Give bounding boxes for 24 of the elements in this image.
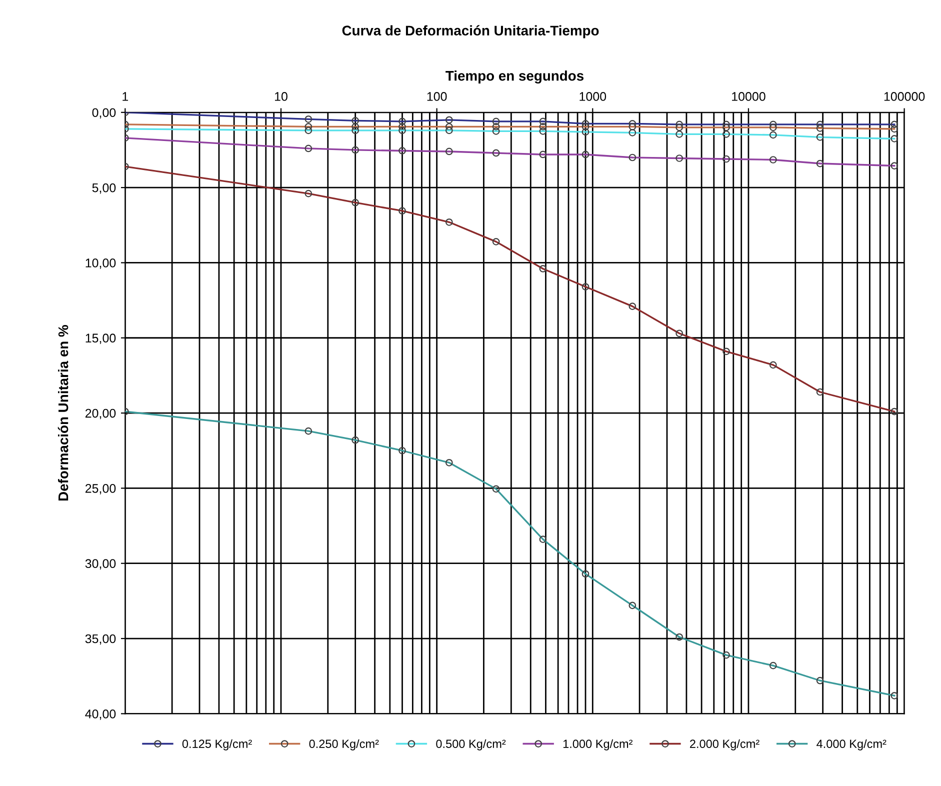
x-tick-label: 100 xyxy=(427,92,447,101)
legend-label: 0.500 Kg/cm² xyxy=(436,739,506,750)
legend-label: 0.125 Kg/cm² xyxy=(182,739,252,750)
chart-title: Curva de Deformación Unitaria-Tiempo xyxy=(342,25,599,38)
y-tick-label: 25,00 xyxy=(85,484,116,494)
y-tick-label: 40,00 xyxy=(85,709,116,720)
y-tick-label: 35,00 xyxy=(85,634,116,645)
legend-label: 2.000 Kg/cm² xyxy=(690,739,760,750)
legend-label: 1.000 Kg/cm² xyxy=(563,739,633,750)
y-tick-label: 15,00 xyxy=(86,334,116,344)
legend-label: 4.000 Kg/cm² xyxy=(816,739,886,750)
y-tick-label: 0,00 xyxy=(92,108,116,119)
legend-label: 0.250 Kg/cm² xyxy=(309,739,379,750)
y-tick-label: 20,00 xyxy=(85,408,116,420)
y-tick-label: 30,00 xyxy=(85,559,116,570)
x-axis-title: Tiempo en segundos xyxy=(446,70,584,84)
x-tick-label: 1 xyxy=(122,92,128,101)
x-tick-label: 10 xyxy=(274,92,288,101)
x-tick-label: 100000 xyxy=(884,92,925,101)
y-axis-title: Deformación Unitaria en % xyxy=(58,325,68,500)
y-tick-label: 5,00 xyxy=(92,183,116,194)
y-tick-label: 10,00 xyxy=(86,258,116,269)
x-tick-label: 1000 xyxy=(580,92,606,101)
x-tick-label: 10000 xyxy=(732,92,766,101)
